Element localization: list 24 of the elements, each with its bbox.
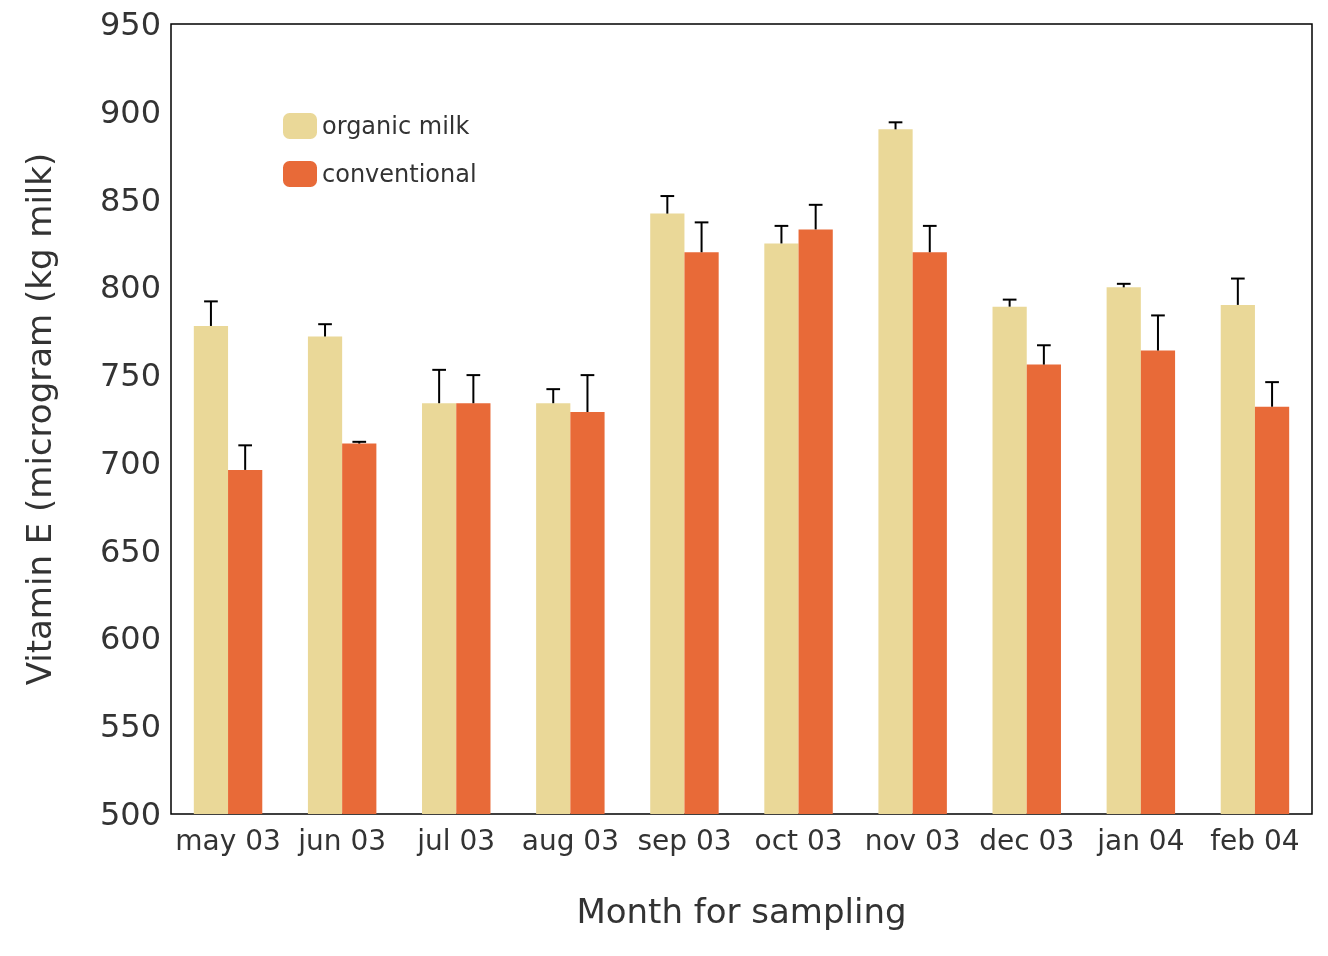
y-tick-label: 650 <box>99 531 161 570</box>
legend-label: conventional <box>322 160 477 188</box>
y-tick-label: 750 <box>99 356 161 395</box>
x-tick-label: dec 03 <box>979 823 1075 857</box>
y-tick-label: 600 <box>99 619 161 658</box>
x-tick-label: feb 04 <box>1210 823 1300 857</box>
y-tick-label: 700 <box>99 443 161 482</box>
x-tick-label: jul 03 <box>416 823 496 857</box>
x-axis-title: Month for sampling <box>576 891 907 931</box>
y-tick-label: 850 <box>99 180 161 219</box>
x-tick-label: aug 03 <box>521 823 619 857</box>
y-tick-label: 500 <box>99 795 161 833</box>
x-tick-label: jun 03 <box>297 823 387 857</box>
y-tick-label: 950 <box>99 5 161 43</box>
y-axis-title: Vitamin E (microgram (kg milk) <box>19 152 59 686</box>
x-tick-label: nov 03 <box>864 823 961 857</box>
x-tick-label: jan 04 <box>1096 823 1185 857</box>
x-tick-label: sep 03 <box>637 823 732 857</box>
legend-label: organic milk <box>322 112 470 140</box>
x-tick-label: may 03 <box>175 823 281 857</box>
y-tick-label: 800 <box>99 268 161 307</box>
y-tick-label: 550 <box>99 707 161 746</box>
x-tick-label: oct 03 <box>754 823 843 857</box>
y-tick-label: 900 <box>99 92 161 131</box>
